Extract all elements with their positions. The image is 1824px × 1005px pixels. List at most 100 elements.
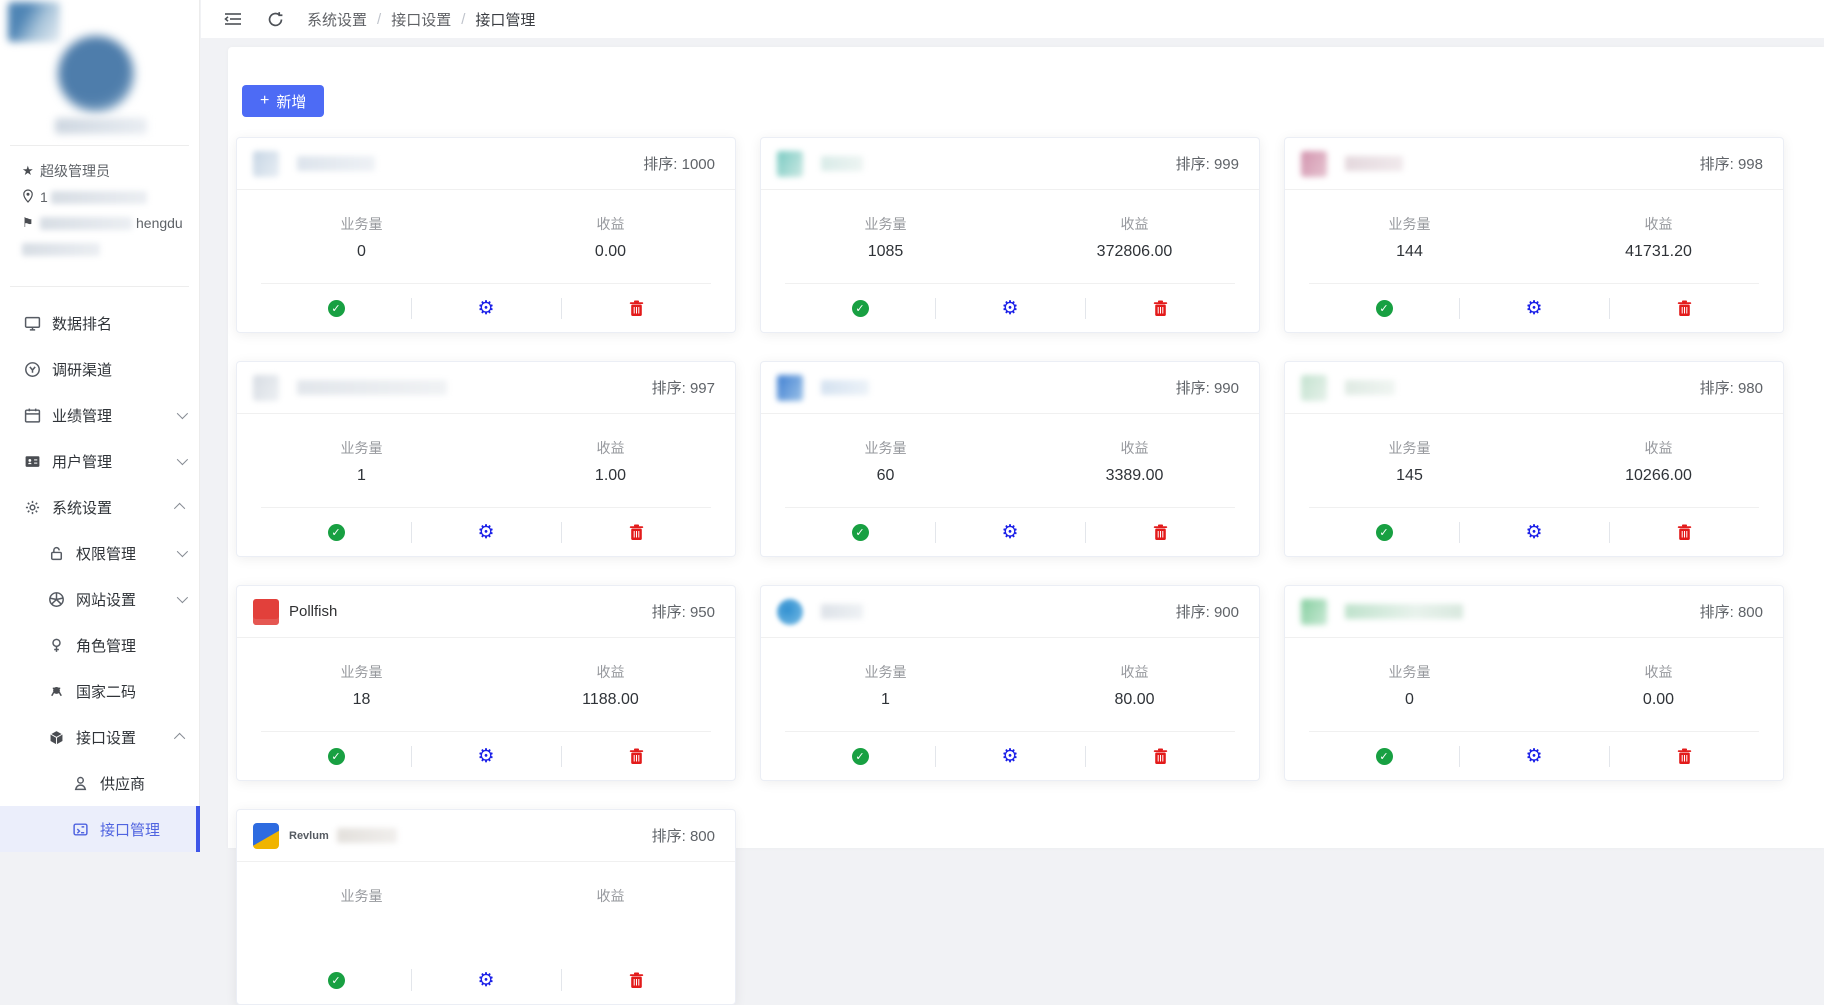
settings-action[interactable]: ⚙ [411, 732, 561, 781]
delete-action[interactable] [1085, 508, 1235, 557]
provider-logo [253, 151, 279, 177]
revenue-label: 收益 [1534, 214, 1783, 234]
globe-icon [48, 591, 65, 608]
breadcrumb-item[interactable]: 接口设置 [391, 9, 451, 30]
blurred-title [821, 156, 863, 171]
breadcrumb-separator: / [377, 11, 381, 28]
divider [10, 145, 189, 146]
sidebar-item-user-management[interactable]: 用户管理 [0, 438, 199, 484]
delete-action[interactable] [1085, 732, 1235, 781]
sidebar-item-supplier[interactable]: 供应商 [0, 760, 199, 806]
provider-logo [253, 375, 279, 401]
sidebar-item-survey-channel[interactable]: 调研渠道 [0, 346, 199, 392]
delete-action[interactable] [1609, 508, 1759, 557]
delete-action[interactable] [561, 508, 711, 557]
interface-icon [72, 821, 89, 838]
revenue-stat: 收益 41731.20 [1534, 214, 1783, 283]
add-button-label: 新增 [276, 91, 306, 112]
sidebar-item-interface-management[interactable]: 接口管理 [0, 806, 199, 852]
settings-action[interactable]: ⚙ [1459, 284, 1609, 333]
enable-action[interactable]: ✓ [1309, 508, 1459, 557]
settings-action[interactable]: ⚙ [1459, 732, 1609, 781]
blurred-location [51, 191, 147, 204]
sidebar-item-performance[interactable]: 业绩管理 [0, 392, 199, 438]
check-circle-icon: ✓ [852, 300, 869, 317]
settings-action[interactable]: ⚙ [411, 284, 561, 333]
card-actions: ✓ ⚙ [1309, 731, 1759, 781]
sidebar-item-label: 数据排名 [52, 313, 112, 334]
volume-stat: 业务量 18 [237, 662, 486, 731]
delete-action[interactable] [561, 955, 711, 1005]
enable-action[interactable]: ✓ [785, 732, 935, 781]
delete-action[interactable] [1609, 732, 1759, 781]
volume-value: 0 [237, 243, 486, 261]
settings-action[interactable]: ⚙ [935, 508, 1085, 557]
sidebar-item-label: 业绩管理 [52, 405, 112, 426]
delete-action[interactable] [1609, 284, 1759, 333]
user-info: ★ 超级管理员 1 ⚑ hengdu [22, 158, 191, 262]
settings-action[interactable]: ⚙ [935, 732, 1085, 781]
settings-action[interactable]: ⚙ [411, 955, 561, 1005]
breadcrumb-item[interactable]: 系统设置 [307, 9, 367, 30]
volume-value: 60 [761, 467, 1010, 485]
volume-label: 业务量 [237, 214, 486, 234]
sidebar-item-data-ranking[interactable]: 数据排名 [0, 300, 199, 346]
card-actions: ✓ ⚙ [785, 731, 1235, 781]
trash-icon [629, 972, 644, 989]
enable-action[interactable]: ✓ [261, 732, 411, 781]
trash-icon [629, 300, 644, 317]
delete-action[interactable] [561, 732, 711, 781]
sidebar-item-permission[interactable]: 权限管理 [0, 530, 199, 576]
enable-action[interactable]: ✓ [261, 955, 411, 1005]
refresh-icon[interactable] [265, 9, 285, 29]
revenue-label: 收益 [1010, 438, 1259, 458]
sidebar-item-role-management[interactable]: 角色管理 [0, 622, 199, 668]
gear-icon: ⚙ [477, 971, 494, 990]
contact-card-icon [24, 453, 41, 470]
volume-stat: 业务量 60 [761, 438, 1010, 507]
enable-action[interactable]: ✓ [1309, 284, 1459, 333]
user-flag-suffix: hengdu [136, 215, 183, 231]
enable-action[interactable]: ✓ [1309, 732, 1459, 781]
revenue-value: 10266.00 [1534, 467, 1783, 485]
card-stats: 业务量 0 收益 0.00 [1285, 638, 1783, 731]
chevron-down-icon [177, 408, 188, 419]
card-actions: ✓ ⚙ [261, 955, 711, 1005]
volume-value: 145 [1285, 467, 1534, 485]
delete-action[interactable] [1085, 284, 1235, 333]
settings-action[interactable]: ⚙ [411, 508, 561, 557]
sidebar-item-country-code[interactable]: 国家二码 [0, 668, 199, 714]
enable-action[interactable]: ✓ [785, 284, 935, 333]
user-role: 超级管理员 [40, 161, 110, 181]
gear-icon: ⚙ [477, 523, 494, 542]
add-button[interactable]: + 新增 [242, 85, 324, 117]
sidebar-item-website-settings[interactable]: 网站设置 [0, 576, 199, 622]
sort-value: 排序: 800 [1700, 601, 1763, 622]
volume-value: 1 [761, 691, 1010, 709]
delete-action[interactable] [561, 284, 711, 333]
settings-action[interactable]: ⚙ [935, 284, 1085, 333]
sidebar-item-system-settings[interactable]: 系统设置 [0, 484, 199, 530]
sidebar-item-label: 接口管理 [100, 819, 160, 840]
trash-icon [1677, 300, 1692, 317]
volume-label: 业务量 [237, 438, 486, 458]
blurred-extra [22, 243, 100, 256]
enable-action[interactable]: ✓ [261, 508, 411, 557]
sort-value: 排序: 950 [652, 601, 715, 622]
sort-value: 排序: 999 [1176, 153, 1239, 174]
settings-action[interactable]: ⚙ [1459, 508, 1609, 557]
revenue-value: 3389.00 [1010, 467, 1259, 485]
card-header: 排序: 800 [1285, 586, 1783, 638]
revenue-stat: 收益 10266.00 [1534, 438, 1783, 507]
sidebar-item-label: 供应商 [100, 773, 145, 794]
sidebar-item-interface-settings[interactable]: 接口设置 [0, 714, 199, 760]
volume-label: 业务量 [237, 662, 486, 682]
chevron-down-icon [177, 454, 188, 465]
role-icon [48, 637, 65, 654]
blurred-title [297, 380, 447, 395]
enable-action[interactable]: ✓ [261, 284, 411, 333]
enable-action[interactable]: ✓ [785, 508, 935, 557]
collapse-menu-icon[interactable] [223, 9, 243, 29]
sort-value: 排序: 800 [652, 825, 715, 846]
card-header: 排序: 998 [1285, 138, 1783, 190]
